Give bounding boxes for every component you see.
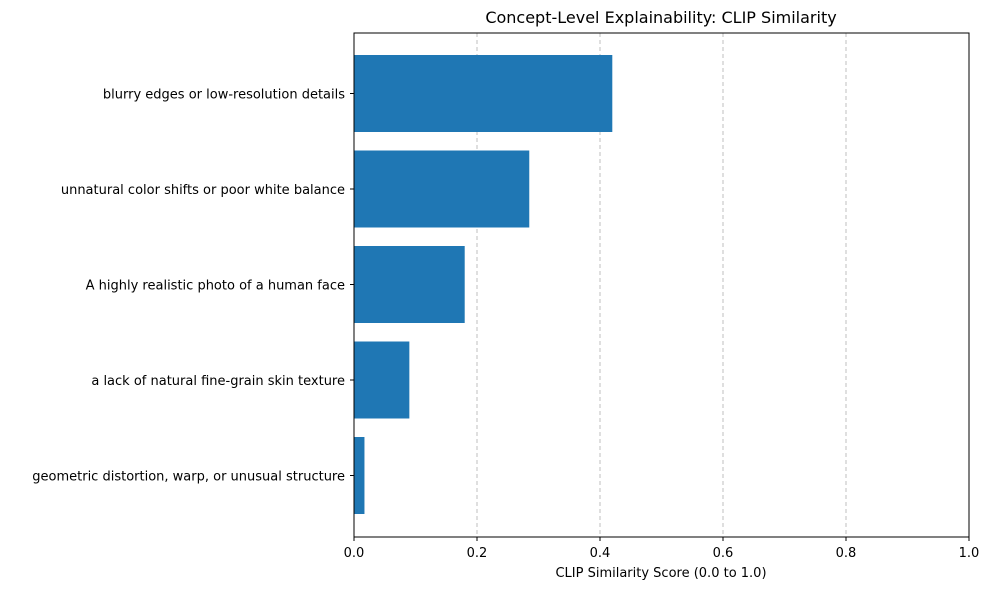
bars bbox=[354, 55, 613, 514]
chart-title: Concept-Level Explainability: CLIP Simil… bbox=[485, 8, 836, 27]
bar bbox=[354, 341, 410, 419]
y-tick-label: A highly realistic photo of a human face bbox=[86, 279, 345, 294]
bar bbox=[354, 246, 465, 323]
y-tick-label: blurry edges or low-resolution details bbox=[103, 88, 345, 103]
bar bbox=[354, 55, 613, 132]
y-tick-label: a lack of natural fine-grain skin textur… bbox=[91, 374, 345, 389]
y-tick-label: unnatural color shifts or poor white bal… bbox=[61, 183, 345, 198]
x-tick-label: 0.8 bbox=[836, 546, 857, 561]
y-tick-label: geometric distortion, warp, or unusual s… bbox=[32, 470, 345, 485]
bar bbox=[354, 437, 365, 514]
bar bbox=[354, 150, 530, 228]
y-axis: blurry edges or low-resolution details un… bbox=[32, 88, 354, 485]
x-axis: 0.0 0.2 0.4 0.6 0.8 1.0 bbox=[344, 537, 980, 561]
x-tick-label: 1.0 bbox=[959, 546, 980, 561]
x-tick-label: 0.6 bbox=[713, 546, 734, 561]
x-tick-label: 0.0 bbox=[344, 546, 365, 561]
x-axis-label: CLIP Similarity Score (0.0 to 1.0) bbox=[555, 566, 766, 581]
x-tick-label: 0.4 bbox=[590, 546, 611, 561]
x-tick-label: 0.2 bbox=[467, 546, 488, 561]
